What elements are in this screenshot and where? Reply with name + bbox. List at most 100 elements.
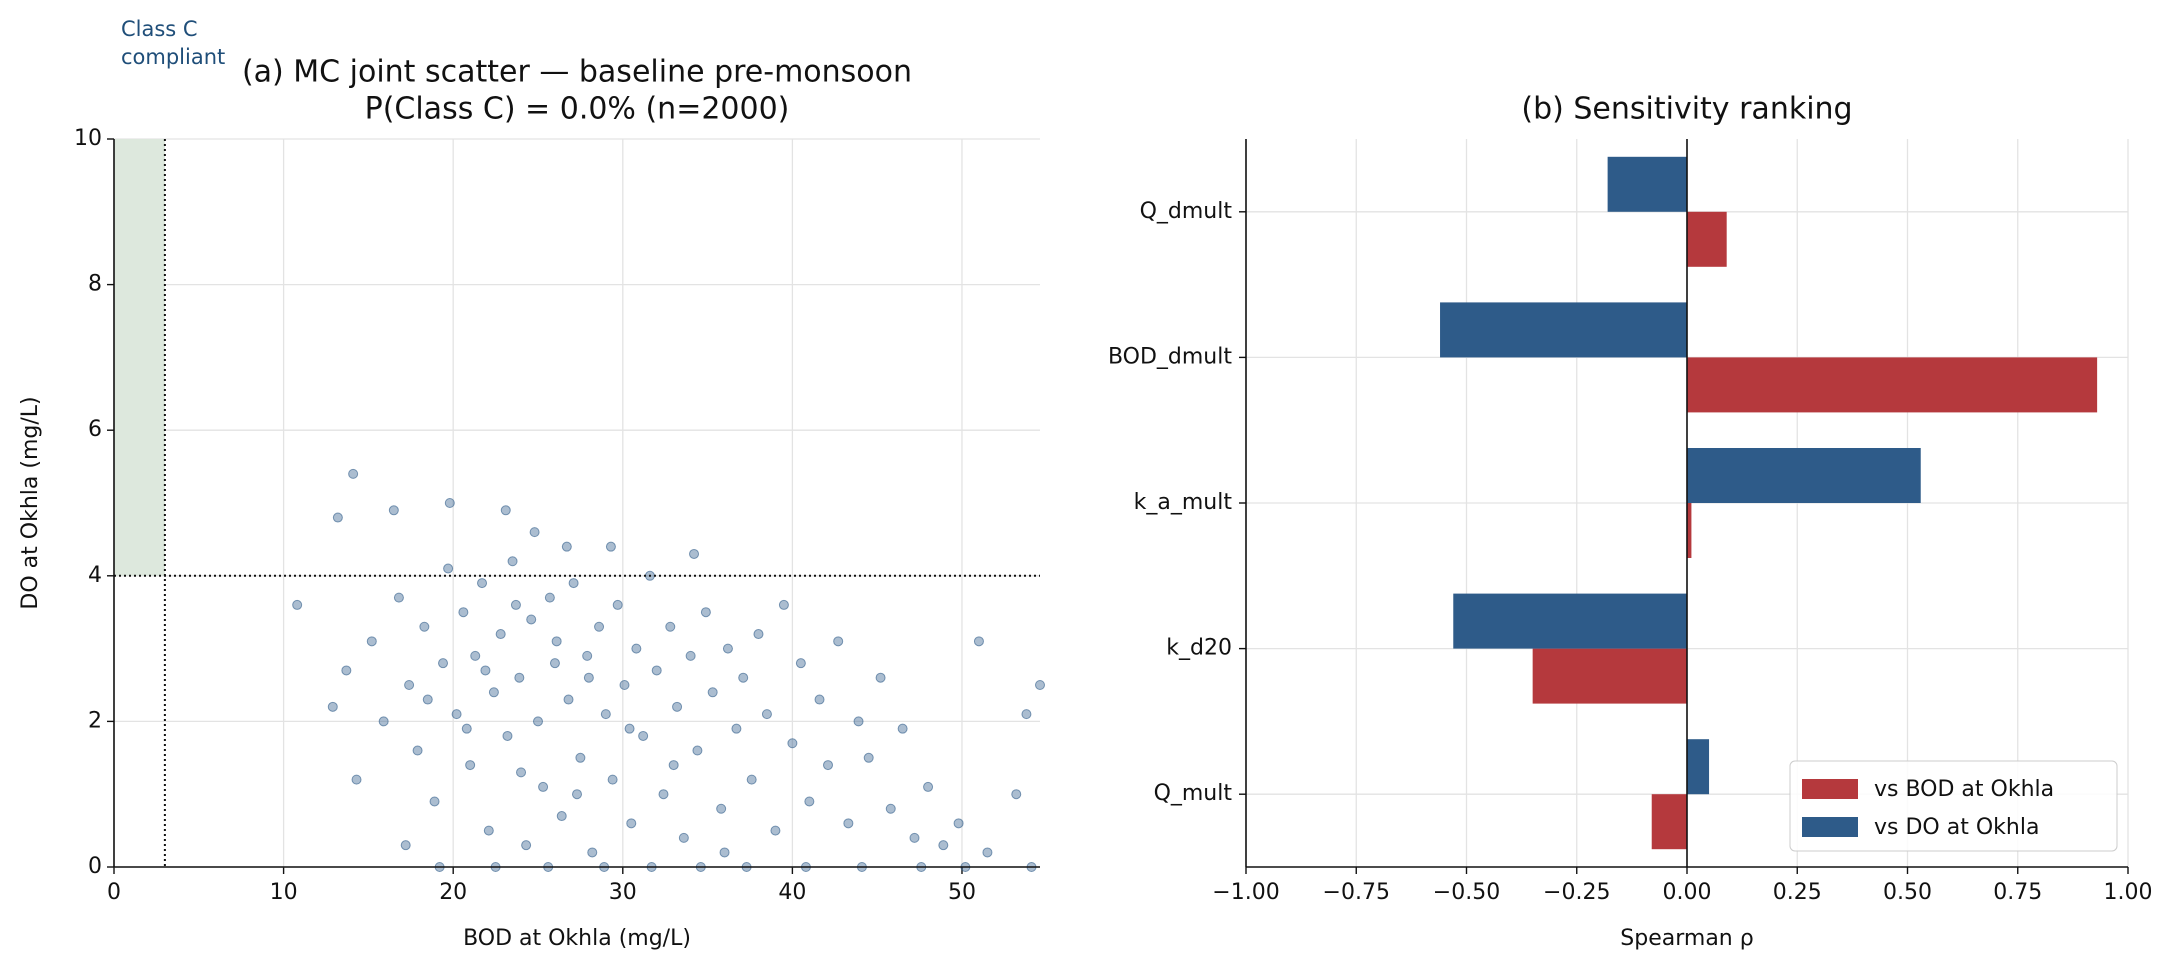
y-axis-label: DO at Okhla (mg/L) <box>18 396 43 609</box>
point <box>572 789 582 800</box>
point <box>719 847 730 858</box>
point <box>568 578 579 589</box>
x-tick-label: −0.25 <box>1543 880 1610 905</box>
point <box>600 709 611 720</box>
x-tick-label: 0.25 <box>1773 880 1822 905</box>
point <box>938 840 949 851</box>
point <box>685 650 696 661</box>
point <box>458 607 469 618</box>
point <box>583 672 594 683</box>
bar <box>1687 503 1692 558</box>
point <box>875 672 886 683</box>
compliant-region <box>114 139 165 576</box>
x-tick-label: −0.75 <box>1323 880 1390 905</box>
point <box>465 760 476 771</box>
y-tick-label: 6 <box>88 417 102 442</box>
chart-subtitle: P(Class C) = 0.0% (n=2000) <box>365 92 790 127</box>
x-tick-label: 40 <box>778 880 806 905</box>
point <box>624 723 635 734</box>
bar <box>1607 156 1687 212</box>
point <box>470 650 481 661</box>
bar <box>1687 211 1727 267</box>
point <box>419 621 430 632</box>
point <box>477 578 488 589</box>
x-axis-label: Spearman ρ <box>1620 926 1753 951</box>
point <box>461 723 472 734</box>
point <box>605 541 616 552</box>
point <box>853 716 864 727</box>
point <box>716 803 727 814</box>
point <box>587 847 598 858</box>
x-tick-label: 30 <box>609 880 637 905</box>
chart-title: (b) Sensitivity ranking <box>1521 92 1852 127</box>
point <box>833 636 844 647</box>
point <box>626 818 637 829</box>
point <box>594 621 605 632</box>
point <box>651 665 662 676</box>
point <box>549 658 560 669</box>
point <box>378 716 389 727</box>
point <box>400 840 411 851</box>
point <box>778 599 789 610</box>
point <box>692 745 703 756</box>
point <box>483 825 494 836</box>
x-tick-label: 0.50 <box>1883 880 1932 905</box>
point <box>510 599 521 610</box>
point <box>438 658 449 669</box>
point <box>731 723 742 734</box>
point <box>1035 680 1045 690</box>
point <box>351 774 362 785</box>
point <box>668 760 679 771</box>
point <box>393 592 404 603</box>
y-tick-label: 2 <box>88 708 102 733</box>
point <box>327 701 338 712</box>
bar <box>1440 302 1687 358</box>
legend-swatch <box>1802 779 1858 799</box>
point <box>480 665 491 676</box>
point <box>923 781 934 792</box>
point <box>292 599 303 610</box>
point <box>689 548 700 559</box>
point <box>678 832 689 843</box>
point <box>612 599 623 610</box>
x-axis-label: BOD at Okhla (mg/L) <box>463 926 691 951</box>
point <box>538 781 549 792</box>
point <box>514 672 525 683</box>
point <box>500 505 511 516</box>
point <box>556 811 567 822</box>
point <box>532 716 543 727</box>
point <box>451 709 462 720</box>
x-tick-label: −0.50 <box>1433 880 1500 905</box>
point <box>863 752 874 763</box>
x-tick-label: 20 <box>439 880 467 905</box>
point <box>529 527 540 538</box>
x-tick-label: 0.75 <box>1993 880 2042 905</box>
point <box>412 745 423 756</box>
point <box>488 687 499 698</box>
point <box>746 774 757 785</box>
x-tick-label: 10 <box>270 880 298 905</box>
bar <box>1532 648 1687 704</box>
point <box>707 687 718 698</box>
point <box>665 621 676 632</box>
point <box>526 614 537 625</box>
y-tick-label: 8 <box>88 272 102 297</box>
legend-label: vs BOD at Okhla <box>1874 777 2054 802</box>
point <box>544 592 555 603</box>
legend-swatch <box>1802 817 1858 837</box>
point <box>495 629 506 640</box>
point <box>619 680 630 690</box>
point <box>909 832 920 843</box>
y-tick-label: 10 <box>74 126 102 151</box>
point <box>843 818 854 829</box>
y-tick-label: Q_dmult <box>1140 199 1233 224</box>
point <box>388 505 399 516</box>
point <box>502 730 513 741</box>
point <box>521 840 532 851</box>
point <box>658 789 669 800</box>
point <box>1011 789 1022 800</box>
bar <box>1687 357 2098 413</box>
annotation: compliant <box>121 45 225 69</box>
point <box>814 694 825 705</box>
